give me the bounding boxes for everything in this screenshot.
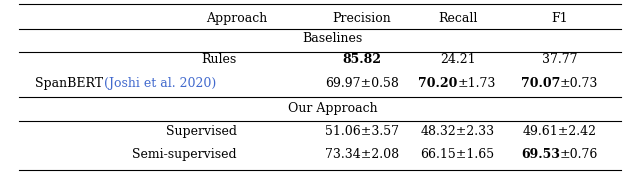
Text: 49.61±2.42: 49.61±2.42: [523, 125, 597, 138]
Text: Recall: Recall: [438, 12, 477, 25]
Text: ±0.76: ±0.76: [560, 148, 598, 161]
Text: (Joshi et al. 2020): (Joshi et al. 2020): [104, 76, 216, 90]
Text: SpanBERT: SpanBERT: [35, 76, 108, 90]
Text: 24.21: 24.21: [440, 53, 476, 66]
Text: 70.07: 70.07: [520, 76, 560, 90]
Text: 70.20: 70.20: [418, 76, 458, 90]
Text: 73.34±2.08: 73.34±2.08: [324, 148, 399, 161]
Text: 48.32±2.33: 48.32±2.33: [420, 125, 495, 138]
Text: ±0.73: ±0.73: [560, 76, 598, 90]
Text: Supervised: Supervised: [166, 125, 237, 138]
Text: 69.97±0.58: 69.97±0.58: [324, 76, 399, 90]
Text: Precision: Precision: [332, 12, 391, 25]
Text: F1: F1: [552, 12, 568, 25]
Text: ±1.73: ±1.73: [458, 76, 496, 90]
Text: Semi-supervised: Semi-supervised: [132, 148, 237, 161]
Text: 51.06±3.57: 51.06±3.57: [324, 125, 399, 138]
Text: 37.77: 37.77: [542, 53, 578, 66]
Text: Rules: Rules: [202, 53, 237, 66]
Text: Approach: Approach: [206, 12, 268, 25]
Text: 69.53: 69.53: [521, 148, 560, 161]
Text: Our Approach: Our Approach: [288, 102, 378, 115]
Text: 66.15±1.65: 66.15±1.65: [420, 148, 495, 161]
Text: Baselines: Baselines: [303, 32, 363, 45]
Text: 85.82: 85.82: [342, 53, 381, 66]
